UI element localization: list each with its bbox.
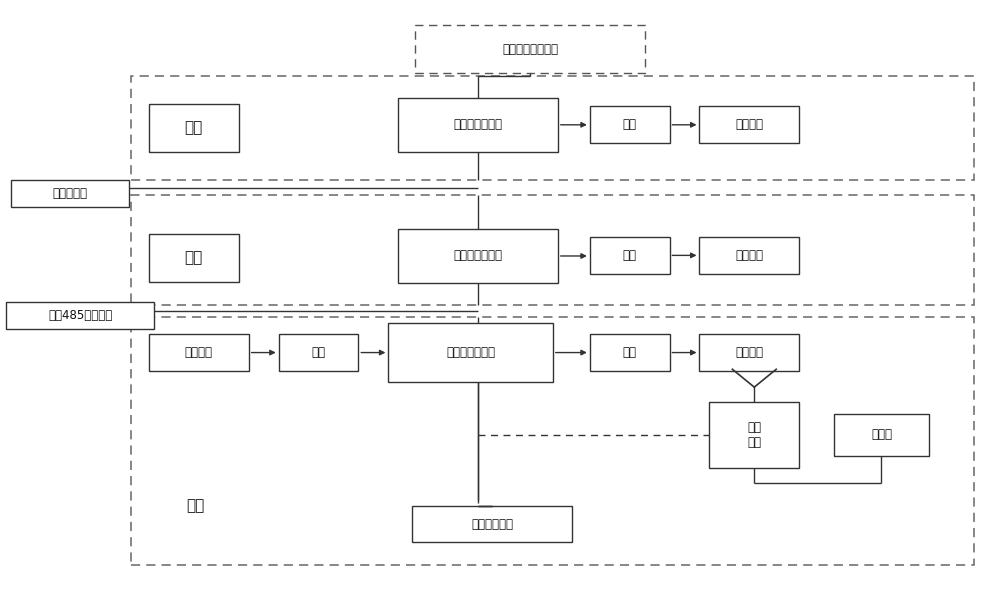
Bar <box>131 195 974 305</box>
Bar <box>699 107 799 143</box>
Text: 三层: 三层 <box>185 120 203 135</box>
Bar <box>415 25 645 73</box>
Bar <box>11 180 129 207</box>
Bar <box>699 237 799 274</box>
Bar <box>590 334 670 371</box>
Text: 一级主干网: 一级主干网 <box>53 187 88 200</box>
Text: 组网逻辑协调器: 组网逻辑协调器 <box>454 249 503 262</box>
Text: 因特网: 因特网 <box>871 428 892 441</box>
Bar <box>279 334 358 371</box>
Bar <box>699 334 799 371</box>
Text: 二层: 二层 <box>185 250 203 265</box>
Bar <box>131 317 974 565</box>
Text: 节点: 节点 <box>312 346 326 359</box>
Text: 房间电器: 房间电器 <box>735 119 763 131</box>
Text: 组网逻辑协调器: 组网逻辑协调器 <box>446 346 495 359</box>
Text: 房间电器: 房间电器 <box>735 249 763 262</box>
Text: 房间电器: 房间电器 <box>185 346 213 359</box>
Text: 房间电器: 房间电器 <box>735 346 763 359</box>
Text: 节点: 节点 <box>623 346 637 359</box>
Text: 一层: 一层 <box>187 498 205 513</box>
Text: 二级无线局域网络: 二级无线局域网络 <box>502 43 558 56</box>
Text: 组网逻辑协调器: 组网逻辑协调器 <box>454 119 503 131</box>
Bar <box>149 234 239 282</box>
Bar <box>149 334 249 371</box>
Bar <box>398 229 558 283</box>
Bar <box>388 323 553 382</box>
Bar <box>131 76 974 180</box>
Bar <box>398 98 558 152</box>
Text: 节点: 节点 <box>623 119 637 131</box>
Bar <box>590 237 670 274</box>
Bar <box>6 302 154 329</box>
Text: 无线数据传输: 无线数据传输 <box>471 518 513 531</box>
Text: 节点: 节点 <box>623 249 637 262</box>
Bar <box>834 414 929 456</box>
Bar <box>590 107 670 143</box>
Bar <box>412 506 572 542</box>
Text: 智能
网关: 智能 网关 <box>747 421 761 449</box>
Bar <box>149 104 239 152</box>
Bar <box>709 402 799 468</box>
Text: 无线485数据传输: 无线485数据传输 <box>48 309 112 322</box>
